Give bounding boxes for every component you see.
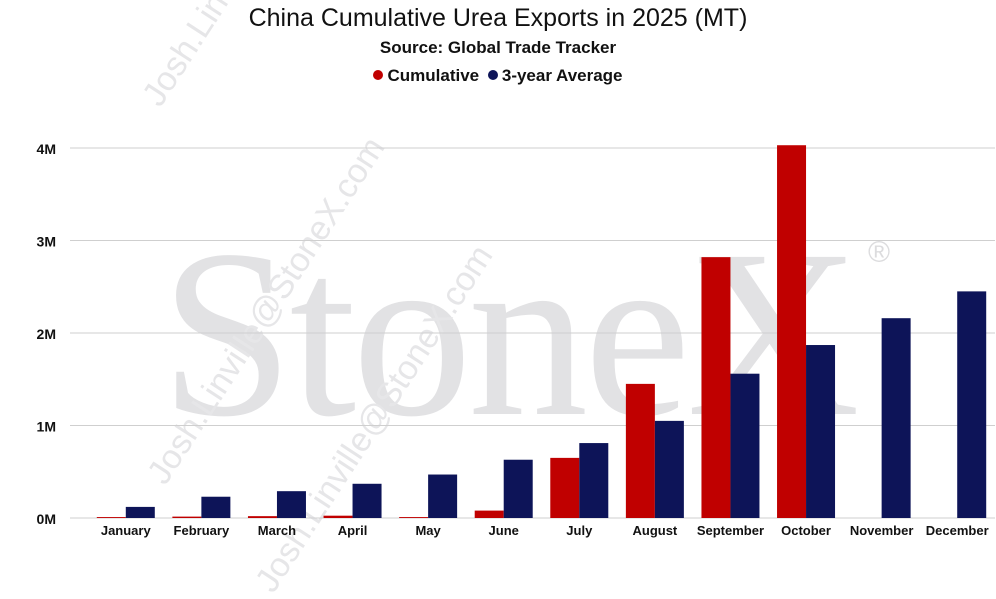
bar-cumulative <box>399 517 429 518</box>
chart-legend: Cumulative 3-year Average <box>0 66 996 86</box>
bar-3-year-average <box>654 420 684 518</box>
chart-plot-area: 0M 1M 2M 3M 4M January February March April May Ju… <box>37 141 995 538</box>
chart-title: China Cumulative Urea Exports in 2025 (M… <box>248 4 748 32</box>
x-tick-label: July <box>566 523 593 538</box>
y-tick-label: 3M <box>37 234 56 250</box>
x-tick-label: March <box>258 523 296 538</box>
legend-label-3-year-average: 3-year Average <box>501 66 623 85</box>
y-tick-label: 2M <box>37 326 56 342</box>
x-tick-label: December <box>926 523 989 538</box>
legend-marker-3-year-average <box>487 70 498 80</box>
y-tick-label: 0M <box>37 511 56 527</box>
bar-3-year-average <box>276 491 306 518</box>
legend-marker-cumulative <box>373 70 384 80</box>
x-tick-label: January <box>101 523 152 538</box>
x-tick-label: May <box>415 523 441 538</box>
chart-subtitle: Source: Global Trade Tracker <box>379 38 617 57</box>
legend-entry-cumulative: Cumulative <box>373 66 479 86</box>
x-tick-label: October <box>781 523 831 538</box>
bar-cumulative <box>96 517 126 518</box>
bar-3-year-average <box>881 318 911 518</box>
bar-cumulative <box>247 516 277 518</box>
bar-3-year-average <box>503 459 533 518</box>
bar-cumulative <box>550 457 580 518</box>
bar-cumulative <box>474 510 504 518</box>
x-tick-label: September <box>697 523 764 538</box>
bar-3-year-average <box>730 373 760 518</box>
bar-cumulative <box>323 515 353 518</box>
legend-entry-3-year-average: 3-year Average <box>487 66 623 86</box>
x-tick-label: June <box>489 523 519 538</box>
bar-3-year-average <box>579 443 609 518</box>
bar-cumulative <box>625 383 655 518</box>
bar-3-year-average <box>201 496 231 518</box>
x-tick-label: February <box>174 523 230 538</box>
bar-3-year-average <box>125 506 155 518</box>
bar-3-year-average <box>428 474 458 518</box>
y-tick-label: 4M <box>37 141 56 157</box>
bar-cumulative <box>777 145 807 518</box>
y-tick-label: 1M <box>37 419 56 435</box>
x-tick-label: August <box>632 523 677 538</box>
bar-cumulative <box>701 257 731 518</box>
bar-3-year-average <box>806 345 836 518</box>
bar-3-year-average <box>352 483 382 518</box>
bar-cumulative <box>172 516 202 518</box>
legend-label-cumulative: Cumulative <box>387 66 480 85</box>
x-tick-label: November <box>850 523 914 538</box>
x-tick-label: April <box>338 523 368 538</box>
bar-3-year-average <box>957 291 987 518</box>
